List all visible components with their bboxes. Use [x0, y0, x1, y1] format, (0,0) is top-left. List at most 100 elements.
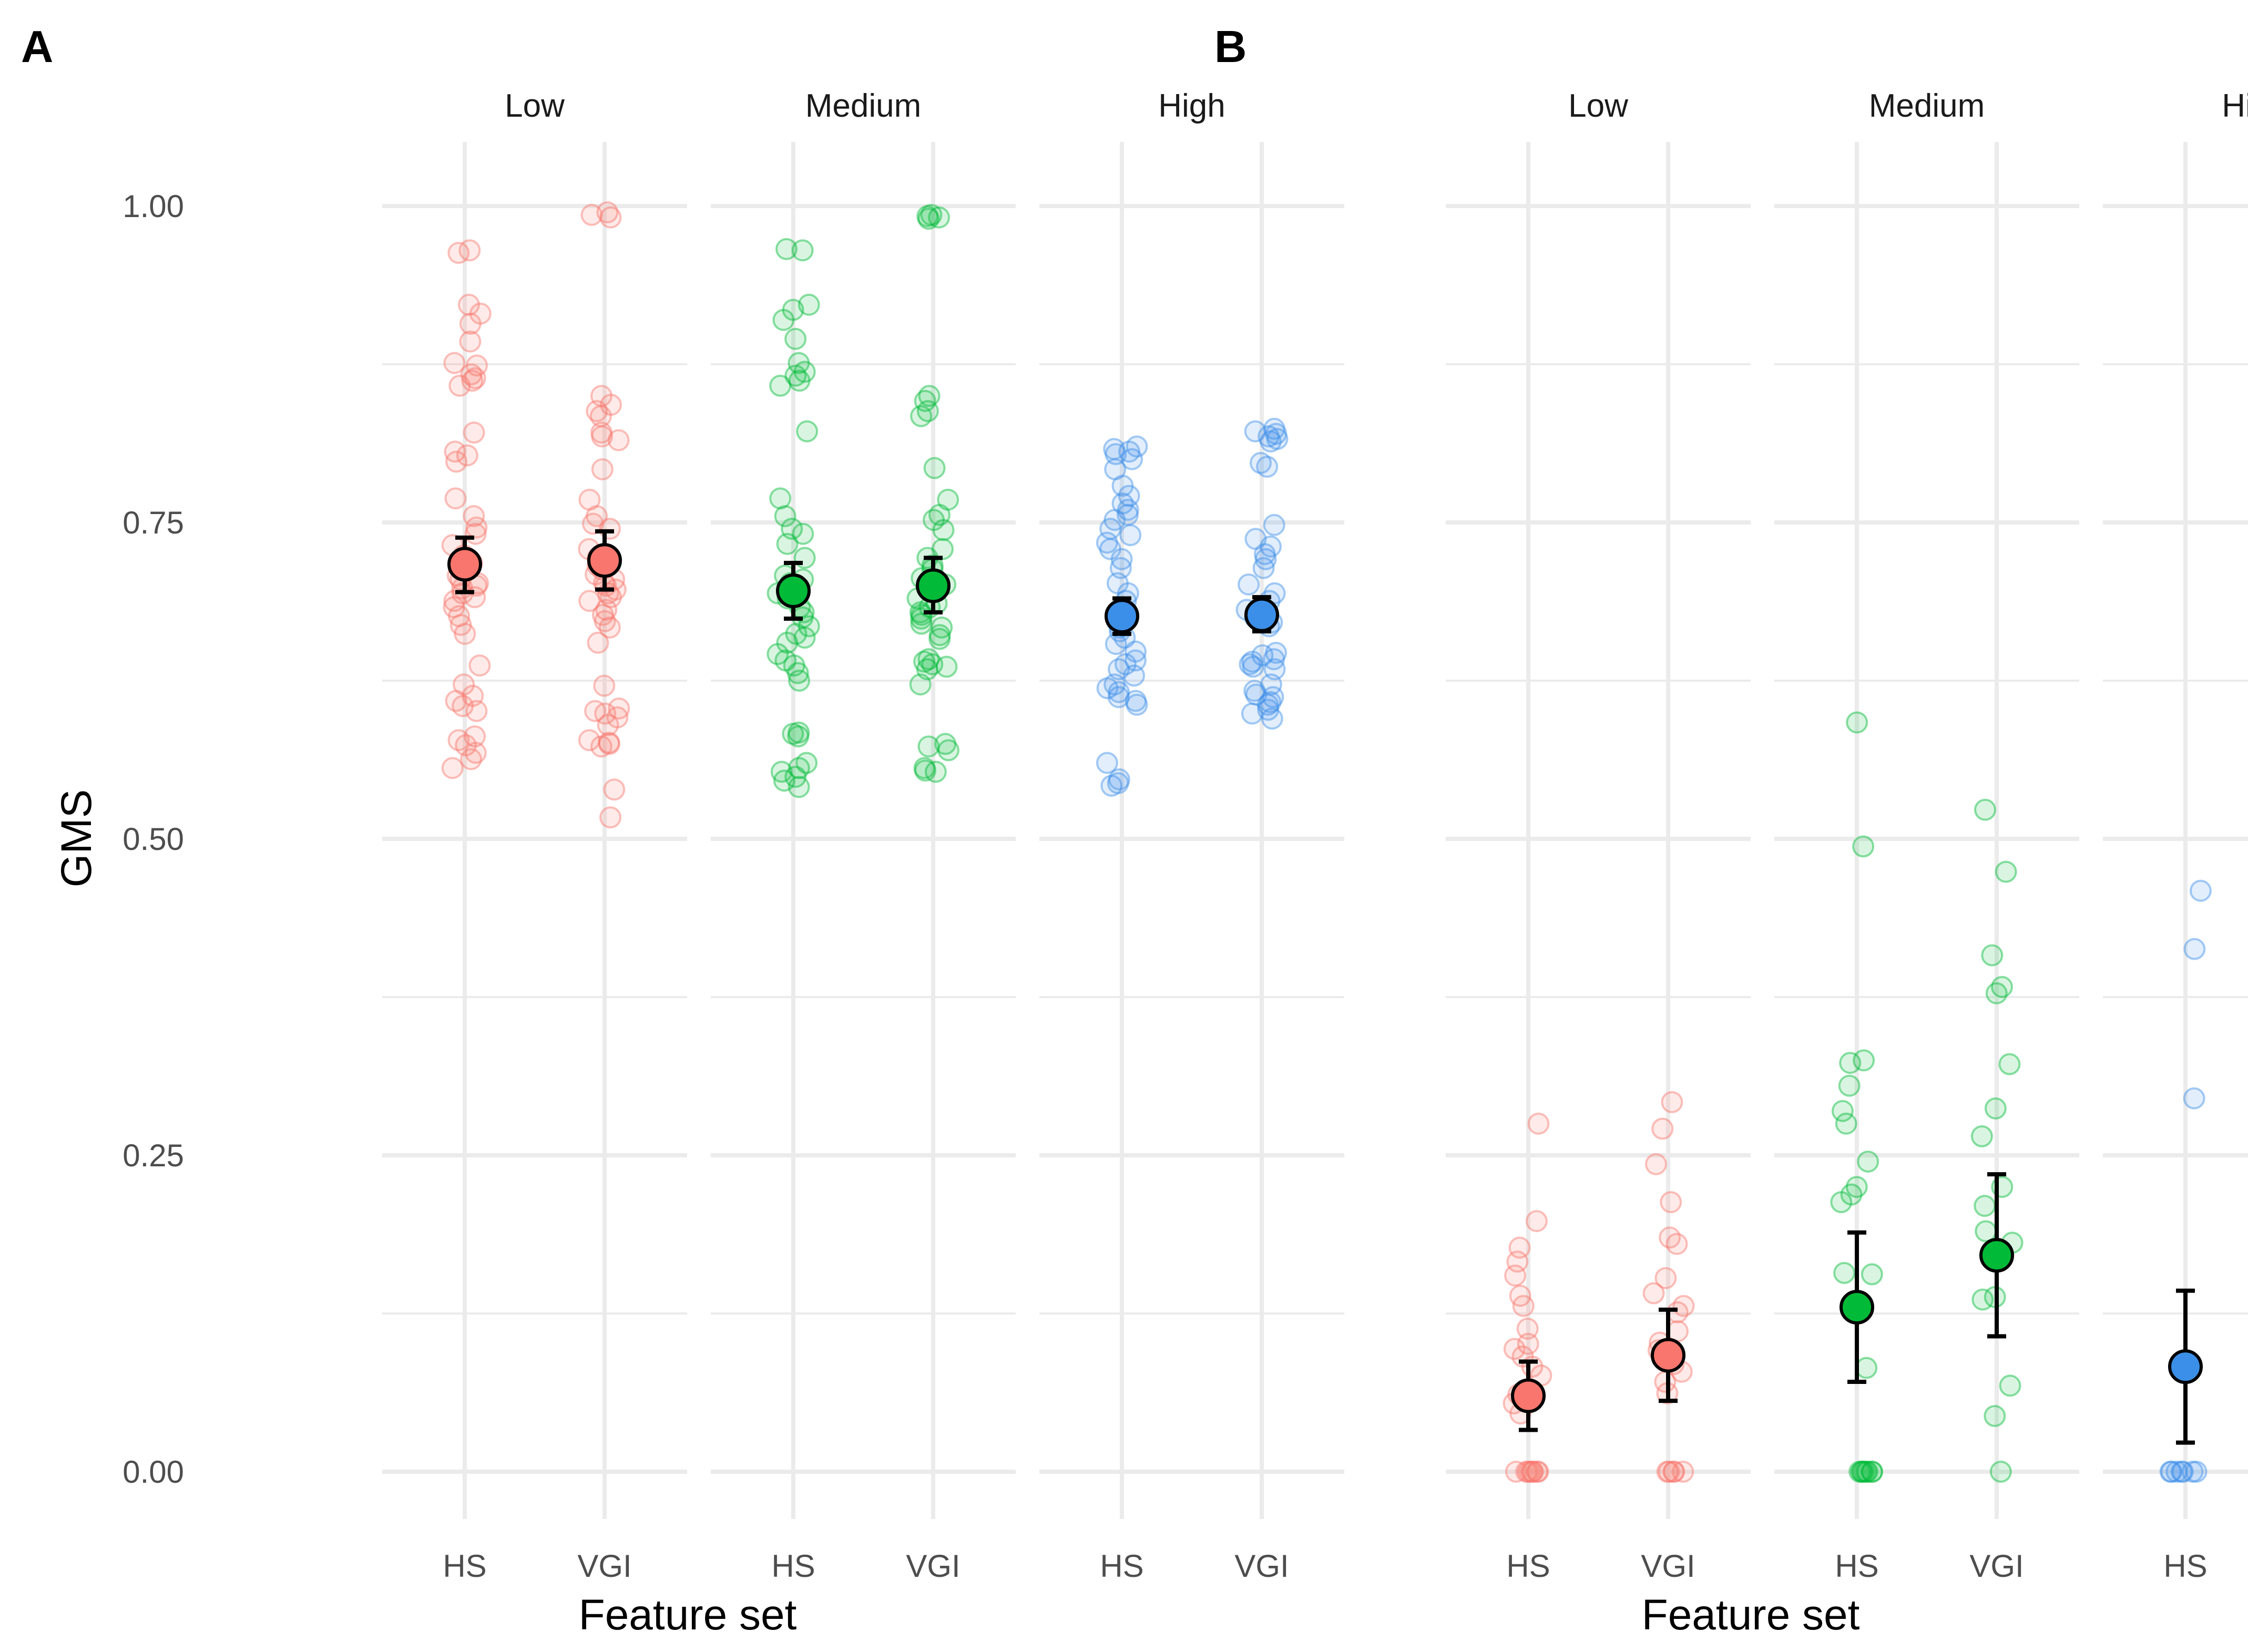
- data-point: [2159, 1461, 2182, 1483]
- data-point: [1512, 1295, 1535, 1317]
- panel-letter-b: B: [1214, 22, 1246, 72]
- data-point: [767, 643, 789, 665]
- data-point: [596, 201, 619, 223]
- facet-low: Low HS VGI: [1446, 88, 1751, 1584]
- data-point: [598, 732, 620, 754]
- data-point: [1857, 1151, 1879, 1173]
- data-point: [468, 654, 491, 677]
- data-point: [773, 769, 795, 792]
- data-point: [1110, 548, 1133, 570]
- data-point: [1974, 798, 1996, 821]
- data-point: [594, 610, 616, 632]
- data-point: [917, 208, 940, 230]
- data-point: [597, 714, 619, 736]
- data-point: [1855, 1357, 1878, 1379]
- data-point: [599, 806, 622, 829]
- y-tick-label: 0.75: [122, 505, 184, 540]
- data-point: [916, 400, 939, 423]
- data-point: [1126, 693, 1148, 716]
- y-tick-label: 0.25: [122, 1138, 184, 1173]
- data-point: [769, 374, 792, 397]
- data-point: [1257, 699, 1280, 721]
- x-tick-label: VGI: [1641, 1548, 1695, 1584]
- data-point: [465, 700, 488, 722]
- data-point: [1105, 443, 1127, 465]
- data-point: [1111, 492, 1134, 515]
- mean-point: [916, 568, 951, 603]
- data-point: [937, 488, 959, 511]
- data-point: [600, 586, 622, 609]
- data-point: [1662, 1461, 1685, 1483]
- data-point: [1504, 1264, 1527, 1287]
- data-point: [1117, 504, 1139, 526]
- data-point: [918, 385, 941, 407]
- data-point: [1642, 1282, 1665, 1305]
- data-point: [1515, 1461, 1538, 1483]
- data-point: [1519, 1461, 1542, 1483]
- data-point: [444, 440, 466, 463]
- panel-a: A 0.00 0.25 0.50 0.75 1.00 Low HS VGI Medium HS VG…: [21, 22, 1344, 1639]
- data-point: [1974, 1195, 1996, 1217]
- mean-point: [1105, 599, 1139, 634]
- data-point: [591, 603, 614, 626]
- data-point: [781, 518, 803, 540]
- data-point: [793, 361, 816, 383]
- data-point: [462, 684, 484, 707]
- data-point: [464, 522, 487, 545]
- x-tick-label: HS: [1835, 1548, 1878, 1584]
- data-point: [1989, 1461, 2012, 1483]
- x-tick-label: VGI: [906, 1548, 960, 1584]
- data-point: [606, 706, 629, 728]
- data-point: [1239, 653, 1261, 675]
- data-point: [1833, 1261, 1856, 1284]
- data-point: [1243, 680, 1266, 702]
- data-point: [590, 422, 612, 444]
- data-point: [460, 748, 482, 771]
- data-point: [1831, 1100, 1854, 1122]
- mean-point: [2168, 1349, 2203, 1384]
- data-point: [1861, 1461, 1883, 1483]
- data-point: [1848, 1461, 1871, 1483]
- mean-point: [1979, 1238, 2014, 1273]
- data-point: [1096, 677, 1119, 700]
- data-point: [463, 505, 485, 527]
- data-point: [1656, 1461, 1679, 1483]
- data-point: [1106, 572, 1129, 594]
- data-point: [931, 616, 953, 639]
- data-point: [1108, 681, 1130, 703]
- panel-b-x-axis-title: Feature set: [1642, 1591, 1860, 1639]
- data-point: [1109, 557, 1132, 579]
- data-point: [1853, 1461, 1875, 1483]
- data-point: [1830, 1191, 1853, 1214]
- data-point: [910, 405, 933, 427]
- data-point: [464, 367, 486, 389]
- data-point: [1103, 438, 1126, 460]
- data-point: [458, 239, 481, 262]
- data-point: [1521, 1461, 1544, 1483]
- data-point: [445, 450, 467, 473]
- data-point: [1654, 1267, 1677, 1289]
- data-point: [1663, 1461, 1685, 1483]
- data-point: [469, 302, 492, 325]
- data-point: [1107, 686, 1130, 709]
- data-point: [1126, 435, 1148, 458]
- data-point: [1118, 485, 1140, 507]
- data-point: [1975, 1220, 1997, 1243]
- data-point: [1263, 514, 1285, 536]
- data-point: [1855, 1461, 1877, 1483]
- data-point: [792, 522, 814, 545]
- data-point: [445, 690, 467, 712]
- y-tick-label: 0.00: [122, 1454, 184, 1490]
- data-point: [1100, 774, 1123, 797]
- data-point: [928, 504, 951, 526]
- data-point: [784, 327, 807, 350]
- facet-medium: Medium HS VGI: [1774, 88, 2079, 1584]
- mean-point: [776, 573, 811, 609]
- data-point: [443, 352, 466, 374]
- data-point: [2189, 879, 2212, 902]
- data-point: [586, 505, 608, 527]
